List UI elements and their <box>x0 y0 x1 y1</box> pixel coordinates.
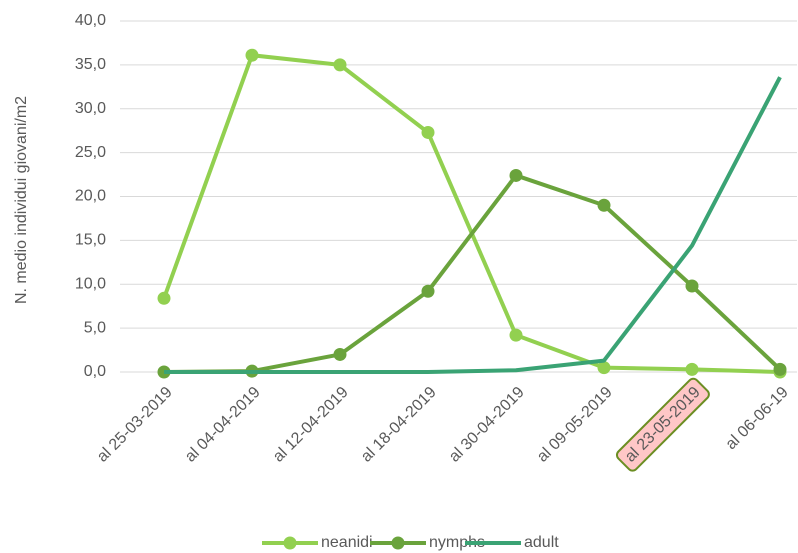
legend-marker <box>283 536 297 550</box>
y-axis-label: N. medio individui giovani/m2 <box>13 96 30 304</box>
series-marker <box>685 362 699 376</box>
series-marker <box>509 168 523 182</box>
y-tick-label: 20,0 <box>75 188 106 205</box>
series-marker <box>773 362 787 376</box>
series-marker <box>685 279 699 293</box>
y-tick-label: 30,0 <box>75 100 106 117</box>
x-tick-label: al 06-06-19 <box>723 384 792 453</box>
series-marker <box>597 198 611 212</box>
y-tick-label: 40,0 <box>75 12 106 29</box>
series-marker <box>333 347 347 361</box>
legend-label: neanidi <box>321 534 373 551</box>
series-marker <box>509 328 523 342</box>
y-tick-label: 15,0 <box>75 232 106 249</box>
x-tick-label: al 23-05-2019 <box>622 384 704 466</box>
series-marker <box>333 58 347 72</box>
x-tick-label: al 09-05-2019 <box>534 384 616 466</box>
y-tick-label: 35,0 <box>75 56 106 73</box>
y-tick-label: 0,0 <box>84 363 106 380</box>
x-tick-label: al 25-03-2019 <box>94 384 176 466</box>
x-tick-label: al 12-04-2019 <box>270 384 352 466</box>
y-tick-label: 5,0 <box>84 319 106 336</box>
series-line <box>163 173 782 374</box>
series-line <box>164 76 782 374</box>
y-tick-label: 25,0 <box>75 144 106 161</box>
series-marker <box>421 284 435 298</box>
x-tick-label: al 30-04-2019 <box>446 384 528 466</box>
series-marker <box>157 291 171 305</box>
series-marker <box>245 48 259 62</box>
series-line <box>162 53 781 374</box>
y-tick-label: 10,0 <box>75 275 106 292</box>
series-marker <box>421 125 435 139</box>
legend-label: nymphs <box>429 534 485 551</box>
legend-label: adult <box>524 534 559 551</box>
x-tick-label: al 04-04-2019 <box>182 384 264 466</box>
series-marker <box>597 361 611 375</box>
legend-marker <box>391 536 405 550</box>
category-highlight <box>615 377 710 472</box>
x-tick-label: al 18-04-2019 <box>358 384 440 466</box>
